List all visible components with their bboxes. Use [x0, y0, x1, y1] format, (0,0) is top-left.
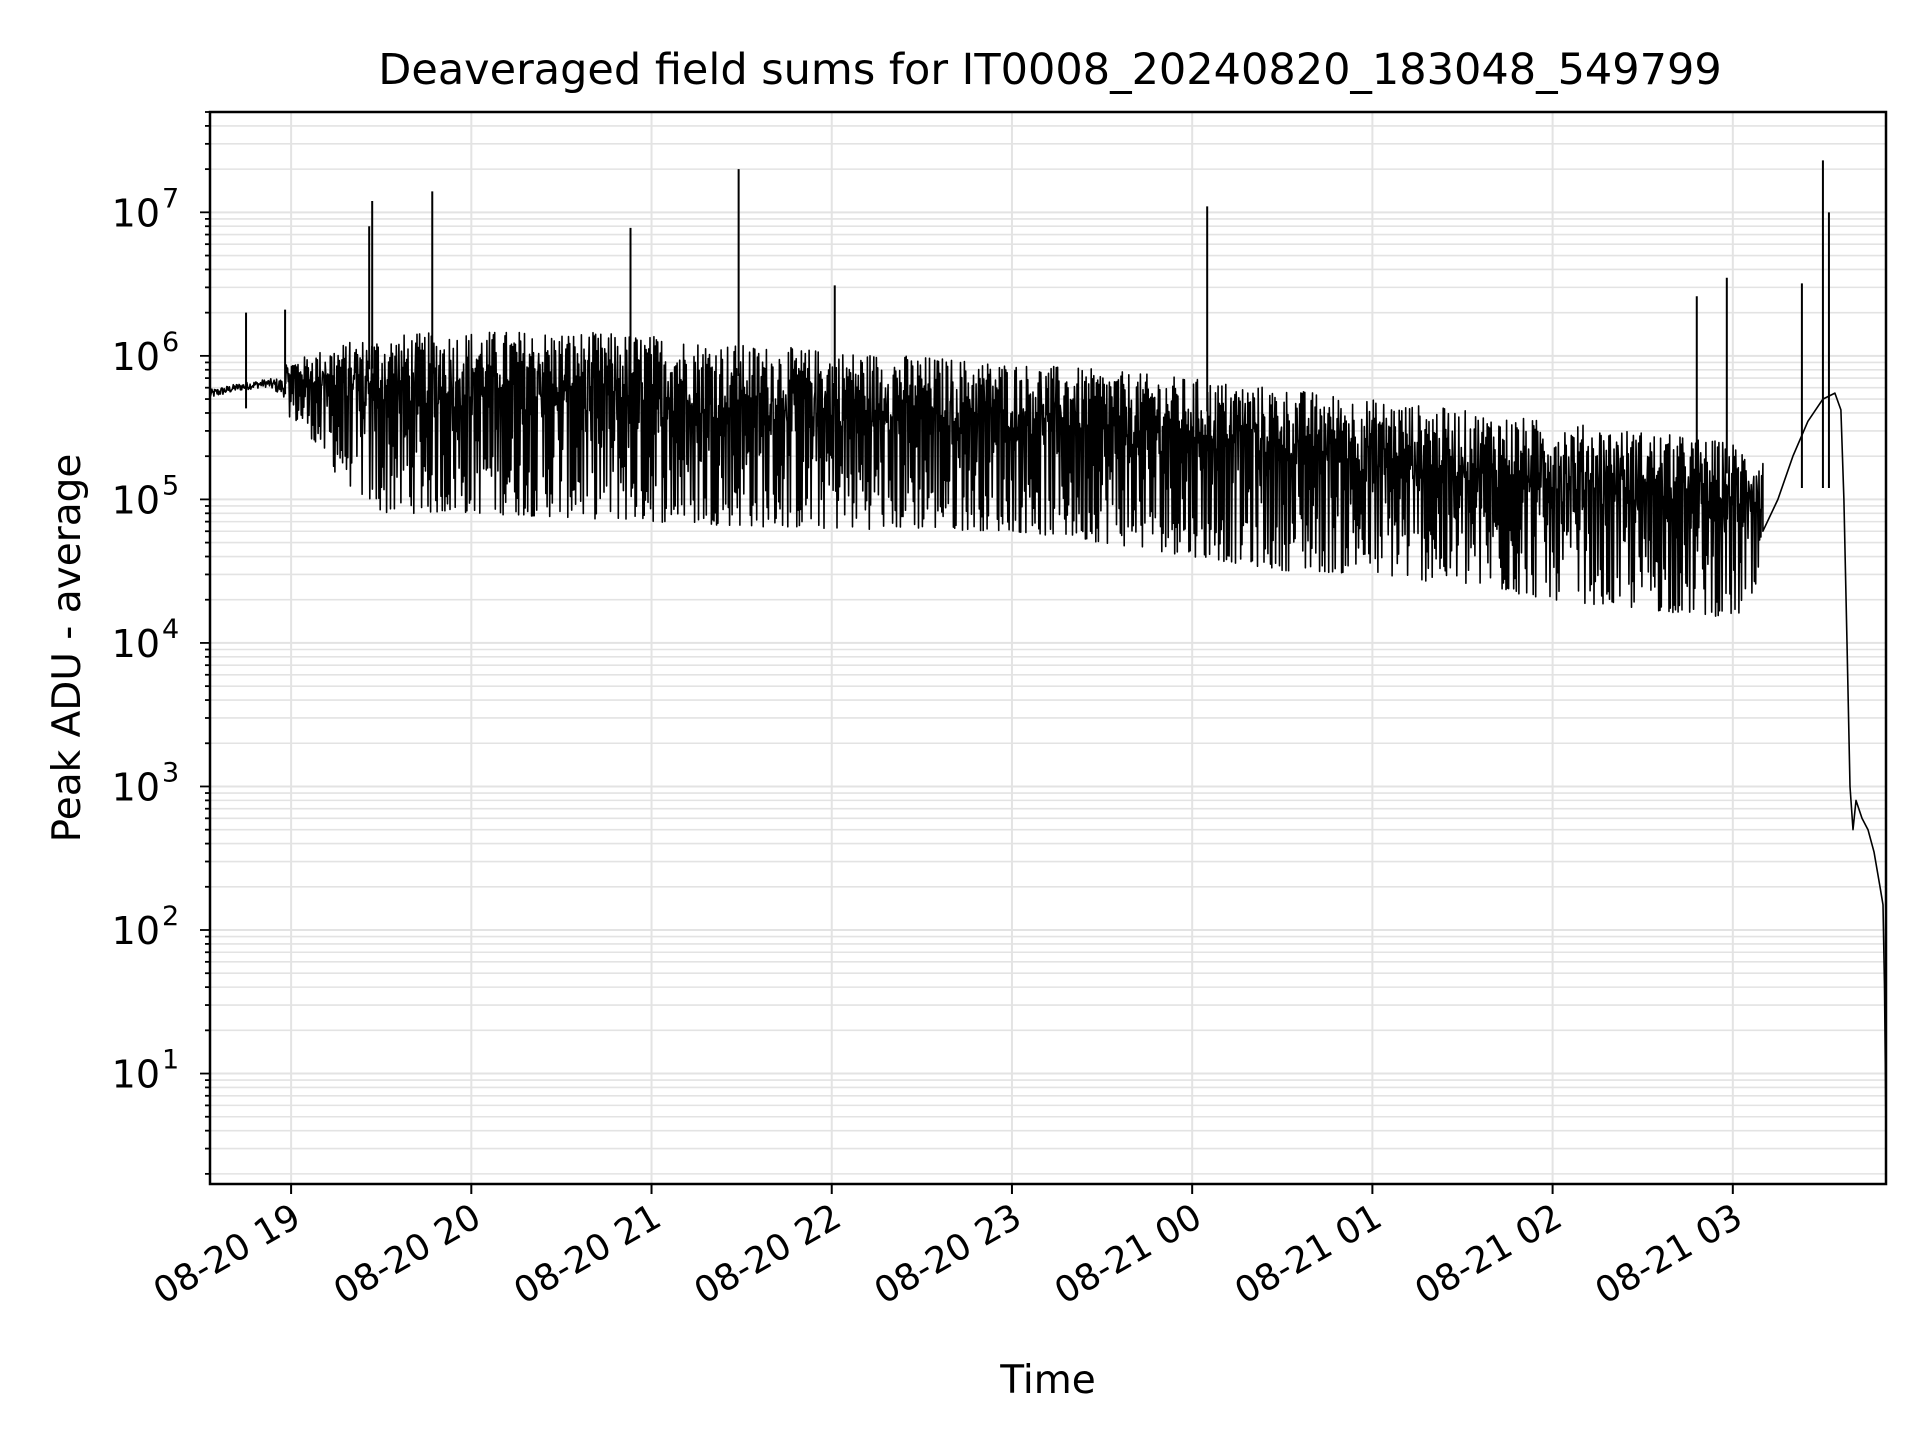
- y-tick-label-exponent: 6: [162, 327, 179, 358]
- plot-area-frame: [208, 110, 1888, 1186]
- y-tick-label: 10 2: [112, 901, 180, 953]
- y-tick-label-exponent: 3: [162, 757, 179, 788]
- y-tick-label: 10 7: [112, 183, 180, 235]
- y-tick-label-exponent: 7: [162, 183, 179, 214]
- y-tick-label-base: 10: [112, 765, 160, 809]
- y-axis-label: Peak ADU - average: [45, 454, 90, 843]
- y-tick-label-exponent: 1: [162, 1045, 179, 1076]
- y-tick-label: 10 1: [112, 1045, 180, 1097]
- y-tick-label-exponent: 2: [162, 901, 179, 932]
- y-tick-label: 10 5: [112, 470, 180, 522]
- y-tick-label-exponent: 4: [162, 614, 179, 645]
- y-tick-label-base: 10: [112, 622, 160, 666]
- y-tick-label-exponent: 5: [162, 470, 179, 501]
- series-layer: [209, 160, 1887, 1131]
- y-tick-label-base: 10: [112, 909, 160, 953]
- y-tick-label-base: 10: [112, 335, 160, 379]
- y-tick-label: 10 6: [112, 327, 180, 379]
- y-tick-label-base: 10: [112, 1053, 160, 1097]
- y-tick-label-base: 10: [112, 478, 160, 522]
- chart-title: Deaveraged field sums for IT0008_2024082…: [378, 45, 1721, 95]
- grid: [210, 111, 1886, 1184]
- series-line: [209, 331, 1887, 1131]
- y-tick-label-base: 10: [112, 191, 160, 235]
- y-tick-label: 10 4: [112, 614, 180, 666]
- y-tick-label: 10 3: [112, 757, 180, 809]
- x-axis-label: Time: [999, 1358, 1095, 1403]
